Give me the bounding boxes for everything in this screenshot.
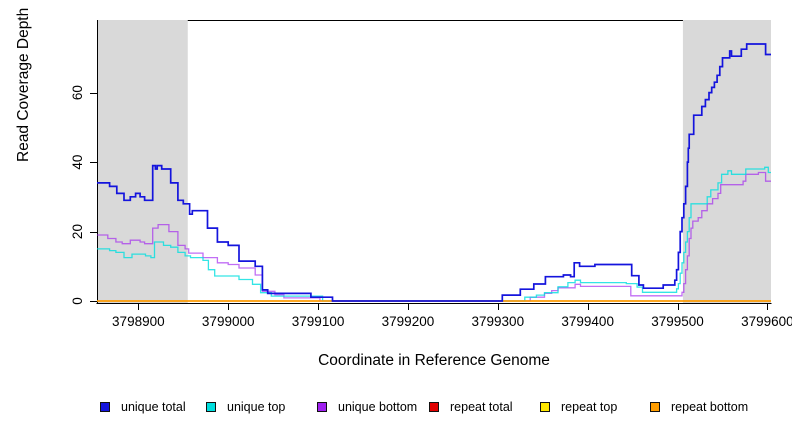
legend-swatch-repeat-bottom — [650, 402, 660, 412]
y-axis-tick-label: 60 — [70, 85, 85, 100]
legend: unique total unique top unique bottom re… — [0, 397, 792, 421]
y-axis-tick-label: 20 — [70, 224, 85, 239]
y-axis-tick-label: 40 — [70, 155, 85, 170]
x-axis-tick-label: 3799100 — [292, 314, 345, 329]
x-axis-tick-label: 3799000 — [202, 314, 255, 329]
shaded-region-right — [682, 20, 771, 303]
legend-label: unique bottom — [338, 400, 418, 414]
legend-swatch-repeat-total — [429, 402, 439, 412]
legend-item-repeat-total: repeat total — [429, 397, 513, 417]
series-line-unique-bottom — [97, 171, 771, 302]
legend-label: repeat total — [450, 400, 513, 414]
legend-label: unique total — [121, 400, 186, 414]
x-axis-title: Coordinate in Reference Genome — [318, 352, 550, 369]
legend-item-unique-top: unique top — [206, 397, 285, 417]
legend-label: repeat top — [561, 400, 618, 414]
legend-swatch-unique-top — [206, 402, 216, 412]
shaded-region-left — [97, 20, 188, 303]
series-line-unique-top — [97, 166, 771, 302]
legend-swatch-unique-total — [100, 402, 110, 412]
x-axis-tick-label: 3798900 — [112, 314, 165, 329]
legend-item-repeat-top: repeat top — [540, 397, 617, 417]
series-line-unique-total — [97, 43, 771, 302]
x-axis-tick-label: 3799300 — [472, 314, 525, 329]
y-axis-tick-label: 0 — [70, 297, 85, 305]
legend-item-unique-total: unique total — [100, 397, 186, 417]
legend-swatch-repeat-top — [540, 402, 550, 412]
x-axis-tick-label: 3799600 — [741, 314, 792, 329]
x-axis-tick-label: 3799400 — [561, 314, 614, 329]
legend-item-unique-bottom: unique bottom — [317, 397, 417, 417]
x-axis-tick-label: 3799500 — [651, 314, 704, 329]
legend-label: unique top — [227, 400, 286, 414]
legend-item-repeat-bottom: repeat bottom — [650, 397, 748, 417]
legend-label: repeat bottom — [671, 400, 749, 414]
x-axis-tick-label: 3799200 — [382, 314, 435, 329]
legend-swatch-unique-bottom — [317, 402, 327, 412]
coverage-plot-canvas: 3798900 3799000 3799100 3799200 3799300 37994… — [70, 20, 792, 329]
